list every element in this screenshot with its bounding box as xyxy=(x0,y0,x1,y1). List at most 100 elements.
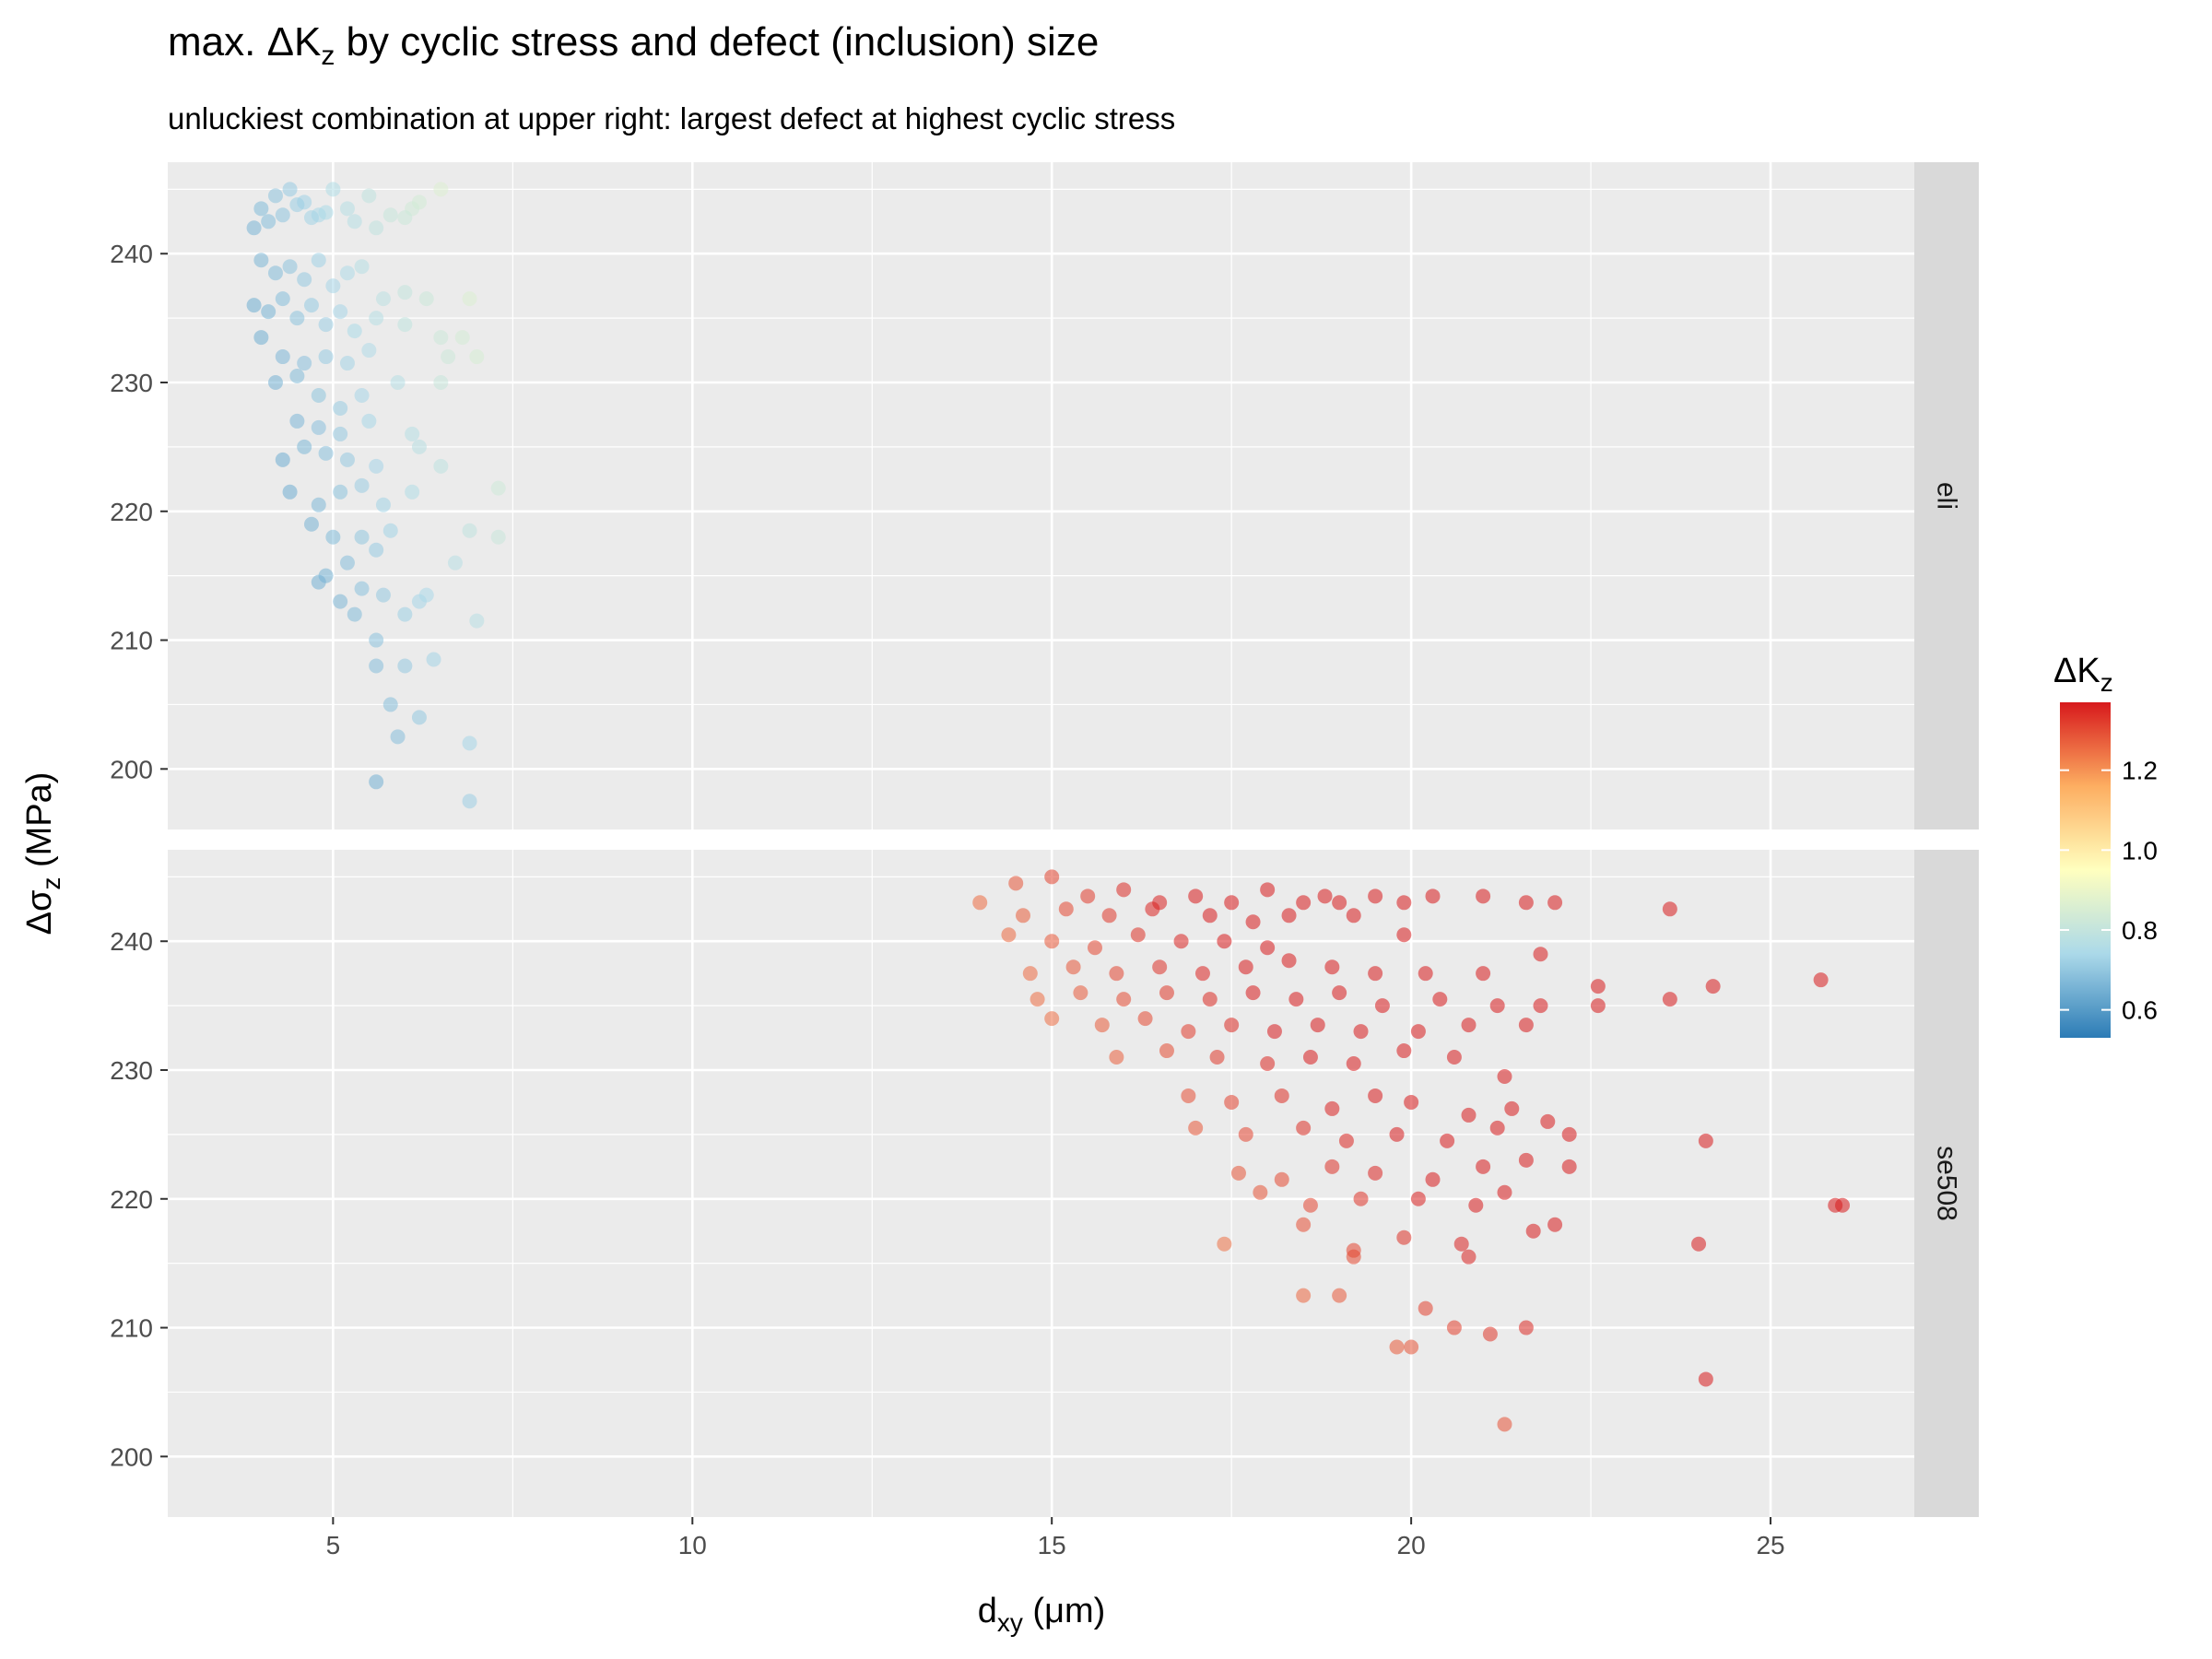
y-tick-label: 210 xyxy=(110,627,153,655)
data-point xyxy=(1662,901,1677,917)
facet-strip-label: se508 xyxy=(1932,1146,1962,1221)
data-point xyxy=(433,330,449,346)
data-point xyxy=(311,253,326,268)
data-point xyxy=(1188,888,1204,904)
data-point xyxy=(1518,1152,1534,1168)
data-point xyxy=(354,387,370,403)
data-point xyxy=(1461,1107,1477,1123)
data-point xyxy=(1173,934,1189,949)
data-point xyxy=(1202,992,1218,1007)
data-point xyxy=(469,613,485,629)
data-point xyxy=(1094,1018,1110,1033)
data-point xyxy=(1296,1120,1312,1135)
data-point xyxy=(1152,959,1168,975)
data-point xyxy=(347,214,362,229)
legend-colorbar xyxy=(2060,702,2111,1038)
data-point xyxy=(1245,985,1261,1001)
data-point xyxy=(1302,1197,1318,1213)
data-point xyxy=(1425,888,1441,904)
data-point xyxy=(1260,940,1276,956)
data-point xyxy=(325,182,341,197)
facet-strip xyxy=(1914,850,1979,1517)
data-point xyxy=(339,555,355,571)
data-point xyxy=(1209,1050,1225,1065)
data-point xyxy=(1109,1050,1124,1065)
data-point xyxy=(1410,1024,1426,1040)
data-point xyxy=(1101,908,1117,924)
data-point xyxy=(1813,972,1829,988)
data-point xyxy=(1418,1300,1433,1316)
data-point xyxy=(289,369,305,384)
data-point xyxy=(267,375,283,391)
y-tick-label: 200 xyxy=(110,1442,153,1471)
data-point xyxy=(1324,1159,1340,1174)
x-tick-label: 15 xyxy=(1038,1531,1066,1559)
legend-tick-label: 0.8 xyxy=(2122,916,2158,945)
data-point xyxy=(1497,1184,1512,1200)
data-point xyxy=(311,574,326,590)
data-point xyxy=(375,587,391,603)
data-point xyxy=(1590,998,1606,1014)
data-point xyxy=(1396,1043,1412,1059)
data-point xyxy=(297,272,312,288)
data-point xyxy=(289,311,305,326)
data-point xyxy=(1008,876,1024,891)
data-point xyxy=(253,330,269,346)
data-point xyxy=(325,278,341,294)
data-point xyxy=(1446,1050,1462,1065)
data-point xyxy=(1044,869,1060,885)
panel-background xyxy=(168,162,1914,830)
facet-strip xyxy=(1914,162,1979,830)
legend-title: ΔKz xyxy=(2053,652,2113,697)
data-point xyxy=(1137,1011,1153,1027)
data-point xyxy=(1296,895,1312,911)
y-axis-title: Δσz (MPa) xyxy=(20,772,65,935)
data-point xyxy=(333,594,348,609)
data-point xyxy=(339,356,355,371)
data-point xyxy=(1116,882,1132,898)
x-axis-ticks: 5 10 15 20 25 xyxy=(326,1517,1785,1559)
legend-tick-label: 1.2 xyxy=(2122,757,2158,785)
data-point xyxy=(1253,1184,1268,1200)
data-point xyxy=(325,529,341,545)
data-point xyxy=(1116,992,1132,1007)
data-point xyxy=(1518,895,1534,911)
data-point xyxy=(462,794,477,809)
x-tick-label: 5 xyxy=(326,1531,341,1559)
data-point xyxy=(253,253,269,268)
data-point xyxy=(1547,1217,1563,1232)
data-point xyxy=(1353,1191,1369,1206)
data-point xyxy=(1561,1159,1577,1174)
data-point xyxy=(1310,1018,1325,1033)
data-point xyxy=(462,735,477,751)
data-point xyxy=(275,452,290,467)
data-point xyxy=(1440,1133,1455,1148)
data-point xyxy=(1389,1126,1405,1142)
data-point xyxy=(1224,1018,1240,1033)
data-point xyxy=(339,452,355,467)
data-point xyxy=(275,349,290,365)
facet-panel-eli: 200 210 220 230 240 eli xyxy=(110,162,1979,830)
data-point xyxy=(303,298,319,313)
data-point xyxy=(1410,1191,1426,1206)
data-point xyxy=(1368,888,1383,904)
chart-title: max. ΔKz by cyclic stress and defect (in… xyxy=(168,19,1099,71)
data-point xyxy=(1188,1120,1204,1135)
data-point xyxy=(411,439,427,454)
data-point xyxy=(347,324,362,339)
y-tick-label: 230 xyxy=(110,1056,153,1085)
data-point xyxy=(1446,1320,1462,1335)
data-point xyxy=(1547,895,1563,911)
data-point xyxy=(1476,888,1491,904)
x-tick-label: 20 xyxy=(1397,1531,1426,1559)
data-point xyxy=(282,484,298,500)
y-tick-label: 230 xyxy=(110,369,153,397)
panel-background xyxy=(168,850,1914,1517)
data-point xyxy=(1698,1133,1713,1148)
data-point xyxy=(1145,901,1160,917)
data-point xyxy=(354,529,370,545)
data-point xyxy=(397,317,413,333)
y-tick-label: 210 xyxy=(110,1314,153,1343)
data-point xyxy=(1324,1100,1340,1116)
data-point xyxy=(1281,953,1297,969)
